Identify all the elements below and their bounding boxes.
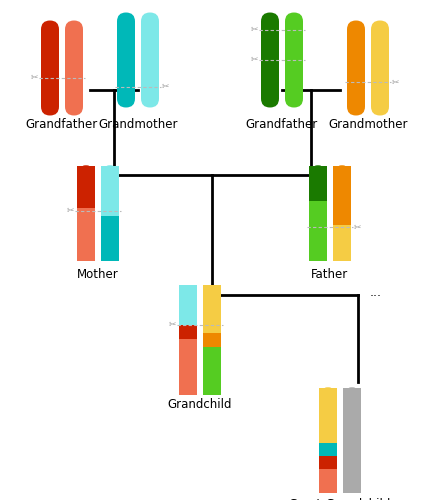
FancyBboxPatch shape <box>309 247 327 260</box>
FancyBboxPatch shape <box>333 166 351 179</box>
FancyBboxPatch shape <box>333 166 351 260</box>
FancyBboxPatch shape <box>203 382 221 395</box>
Bar <box>309 200 327 260</box>
FancyBboxPatch shape <box>179 382 197 395</box>
Bar <box>333 226 351 260</box>
Bar <box>179 285 197 325</box>
Bar <box>77 166 95 208</box>
FancyBboxPatch shape <box>347 20 365 116</box>
Text: ...: ... <box>370 286 382 300</box>
Text: ✂: ✂ <box>250 56 258 64</box>
Text: Mother: Mother <box>77 268 119 281</box>
FancyBboxPatch shape <box>309 166 327 179</box>
Bar <box>319 470 337 492</box>
FancyBboxPatch shape <box>319 388 337 401</box>
FancyBboxPatch shape <box>203 285 221 298</box>
FancyBboxPatch shape <box>65 20 83 116</box>
FancyBboxPatch shape <box>101 247 119 260</box>
Bar <box>343 388 361 492</box>
Bar <box>333 166 351 226</box>
FancyBboxPatch shape <box>101 166 119 260</box>
Text: Father: Father <box>312 268 348 281</box>
FancyBboxPatch shape <box>333 247 351 260</box>
FancyBboxPatch shape <box>203 285 221 395</box>
FancyBboxPatch shape <box>319 388 337 492</box>
FancyBboxPatch shape <box>77 166 95 260</box>
Text: Grandmother: Grandmother <box>98 118 178 131</box>
Bar <box>101 216 119 260</box>
Bar <box>309 166 327 200</box>
Bar <box>77 208 95 260</box>
Bar <box>319 443 337 456</box>
Text: ✂: ✂ <box>250 25 258 34</box>
FancyBboxPatch shape <box>141 12 159 108</box>
Bar <box>179 339 197 395</box>
FancyBboxPatch shape <box>343 479 361 492</box>
FancyBboxPatch shape <box>101 166 119 179</box>
Text: Grandfather: Grandfather <box>26 118 98 131</box>
FancyBboxPatch shape <box>371 20 389 116</box>
FancyBboxPatch shape <box>77 166 95 179</box>
Bar <box>203 346 221 395</box>
FancyBboxPatch shape <box>343 388 361 492</box>
Text: ✂: ✂ <box>354 223 362 232</box>
FancyBboxPatch shape <box>179 285 197 395</box>
Text: ✂: ✂ <box>31 73 38 82</box>
FancyBboxPatch shape <box>309 166 327 260</box>
FancyBboxPatch shape <box>41 20 59 116</box>
Text: Grandchild: Grandchild <box>168 398 232 411</box>
FancyBboxPatch shape <box>261 12 279 108</box>
Text: Grandfather: Grandfather <box>246 118 318 131</box>
FancyBboxPatch shape <box>179 285 197 298</box>
Bar <box>203 285 221 334</box>
Text: ✂: ✂ <box>168 320 176 329</box>
FancyBboxPatch shape <box>285 12 303 108</box>
Text: Grandmother: Grandmother <box>328 118 408 131</box>
Text: ✂: ✂ <box>66 206 74 216</box>
Bar <box>179 324 197 339</box>
FancyBboxPatch shape <box>117 12 135 108</box>
Text: ✂: ✂ <box>392 78 400 87</box>
Bar <box>319 456 337 469</box>
FancyBboxPatch shape <box>319 479 337 492</box>
FancyBboxPatch shape <box>77 247 95 260</box>
FancyBboxPatch shape <box>343 388 361 401</box>
Bar <box>203 334 221 346</box>
Bar <box>101 166 119 216</box>
Bar <box>319 388 337 443</box>
Text: Great-Grandchild: Great-Grandchild <box>289 498 391 500</box>
Text: ✂: ✂ <box>162 82 170 91</box>
